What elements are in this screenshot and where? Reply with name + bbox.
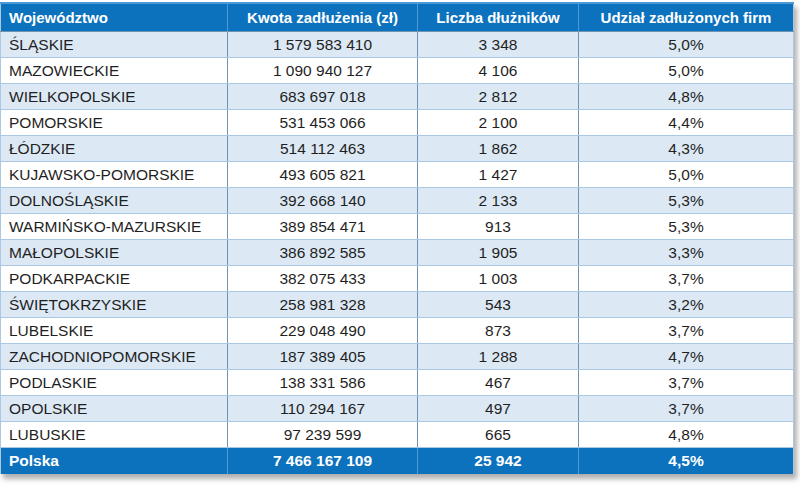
column-header-debt-amount: Kwota zadłużenia (zł) [228, 3, 418, 32]
debt-share-cell: 3,3% [579, 240, 794, 266]
voivodeship-cell: OPOLSKIE [1, 396, 228, 422]
debt-share-cell: 4,7% [579, 344, 794, 370]
debtor-count-cell: 467 [418, 370, 579, 396]
table-header: Województwo Kwota zadłużenia (zł) Liczba… [1, 3, 794, 32]
debt-share-cell: 3,7% [579, 318, 794, 344]
column-header-voivodeship: Województwo [1, 3, 228, 32]
voivodeship-cell: DOLNOŚLĄSKIE [1, 188, 228, 214]
debt-amount-cell: 493 605 821 [228, 162, 418, 188]
total-row: Polska 7 466 167 109 25 942 4,5% [1, 448, 794, 475]
debt-share-cell: 3,7% [579, 266, 794, 292]
debt-amount-cell: 389 854 471 [228, 214, 418, 240]
debt-amount-cell: 258 981 328 [228, 292, 418, 318]
column-header-debtor-count: Liczba dłużników [418, 3, 579, 32]
debt-table: Województwo Kwota zadłużenia (zł) Liczba… [0, 2, 794, 474]
table-body: ŚLĄSKIE1 579 583 4103 3485,0%MAZOWIECKIE… [1, 32, 794, 448]
debt-amount-cell: 531 453 066 [228, 110, 418, 136]
debt-share-cell: 3,2% [579, 292, 794, 318]
total-label-cell: Polska [1, 448, 228, 475]
debt-share-cell: 3,7% [579, 370, 794, 396]
debtor-count-cell: 1 427 [418, 162, 579, 188]
debtor-count-cell: 1 003 [418, 266, 579, 292]
debt-amount-cell: 110 294 167 [228, 396, 418, 422]
table-row: ŚLĄSKIE1 579 583 4103 3485,0% [1, 32, 794, 58]
debt-amount-cell: 386 892 585 [228, 240, 418, 266]
table-row: WIELKOPOLSKIE683 697 0182 8124,8% [1, 84, 794, 110]
debt-amount-cell: 1 090 940 127 [228, 58, 418, 84]
debt-amount-cell: 97 239 599 [228, 422, 418, 448]
debt-share-cell: 3,7% [579, 396, 794, 422]
table-row: KUJAWSKO-POMORSKIE493 605 8211 4275,0% [1, 162, 794, 188]
table-row: POMORSKIE531 453 0662 1004,4% [1, 110, 794, 136]
debt-share-cell: 5,3% [579, 188, 794, 214]
voivodeship-cell: LUBELSKIE [1, 318, 228, 344]
voivodeship-cell: WIELKOPOLSKIE [1, 84, 228, 110]
debt-share-cell: 4,3% [579, 136, 794, 162]
debt-amount-cell: 1 579 583 410 [228, 32, 418, 58]
debtor-count-cell: 4 106 [418, 58, 579, 84]
debt-share-cell: 4,4% [579, 110, 794, 136]
debt-share-cell: 4,8% [579, 422, 794, 448]
debtor-count-cell: 873 [418, 318, 579, 344]
debt-share-cell: 5,0% [579, 32, 794, 58]
voivodeship-cell: MAZOWIECKIE [1, 58, 228, 84]
total-debtor-count-cell: 25 942 [418, 448, 579, 475]
voivodeship-cell: ŚWIĘTOKRZYSKIE [1, 292, 228, 318]
debt-amount-cell: 683 697 018 [228, 84, 418, 110]
debtor-count-cell: 665 [418, 422, 579, 448]
table-row: MAŁOPOLSKIE386 892 5851 9053,3% [1, 240, 794, 266]
debt-amount-cell: 382 075 433 [228, 266, 418, 292]
table-row: DOLNOŚLĄSKIE392 668 1402 1335,3% [1, 188, 794, 214]
table-row: PODLASKIE138 331 5864673,7% [1, 370, 794, 396]
table-row: OPOLSKIE110 294 1674973,7% [1, 396, 794, 422]
voivodeship-cell: ŚLĄSKIE [1, 32, 228, 58]
debt-amount-cell: 392 668 140 [228, 188, 418, 214]
voivodeship-cell: WARMIŃSKO-MAZURSKIE [1, 214, 228, 240]
debtor-count-cell: 2 100 [418, 110, 579, 136]
table-row: LUBELSKIE229 048 4908733,7% [1, 318, 794, 344]
table-header-row: Województwo Kwota zadłużenia (zł) Liczba… [1, 3, 794, 32]
debt-share-cell: 5,0% [579, 58, 794, 84]
debt-share-cell: 4,8% [579, 84, 794, 110]
voivodeship-cell: ZACHODNIOPOMORSKIE [1, 344, 228, 370]
column-header-debt-share: Udział zadłużonych firm [579, 3, 794, 32]
table-row: ŁÓDZKIE514 112 4631 8624,3% [1, 136, 794, 162]
debtor-count-cell: 1 288 [418, 344, 579, 370]
debtor-count-cell: 543 [418, 292, 579, 318]
debt-amount-cell: 187 389 405 [228, 344, 418, 370]
voivodeship-cell: KUJAWSKO-POMORSKIE [1, 162, 228, 188]
page: Województwo Kwota zadłużenia (zł) Liczba… [0, 0, 800, 489]
table-footer: Polska 7 466 167 109 25 942 4,5% [1, 448, 794, 475]
table-row: ŚWIĘTOKRZYSKIE258 981 3285433,2% [1, 292, 794, 318]
debtor-count-cell: 1 905 [418, 240, 579, 266]
voivodeship-cell: PODKARPACKIE [1, 266, 228, 292]
debt-amount-cell: 138 331 586 [228, 370, 418, 396]
debtor-count-cell: 913 [418, 214, 579, 240]
table-row: ZACHODNIOPOMORSKIE187 389 4051 2884,7% [1, 344, 794, 370]
voivodeship-cell: POMORSKIE [1, 110, 228, 136]
debt-amount-cell: 514 112 463 [228, 136, 418, 162]
debt-share-cell: 5,3% [579, 214, 794, 240]
total-debt-amount-cell: 7 466 167 109 [228, 448, 418, 475]
debtor-count-cell: 497 [418, 396, 579, 422]
debtor-count-cell: 2 133 [418, 188, 579, 214]
table-row: LUBUSKIE97 239 5996654,8% [1, 422, 794, 448]
voivodeship-cell: ŁÓDZKIE [1, 136, 228, 162]
voivodeship-cell: LUBUSKIE [1, 422, 228, 448]
debtor-count-cell: 3 348 [418, 32, 579, 58]
debt-share-cell: 5,0% [579, 162, 794, 188]
total-debt-share-cell: 4,5% [579, 448, 794, 475]
table-row: MAZOWIECKIE1 090 940 1274 1065,0% [1, 58, 794, 84]
table-row: PODKARPACKIE382 075 4331 0033,7% [1, 266, 794, 292]
voivodeship-cell: PODLASKIE [1, 370, 228, 396]
table-row: WARMIŃSKO-MAZURSKIE389 854 4719135,3% [1, 214, 794, 240]
debt-amount-cell: 229 048 490 [228, 318, 418, 344]
voivodeship-cell: MAŁOPOLSKIE [1, 240, 228, 266]
debtor-count-cell: 2 812 [418, 84, 579, 110]
debtor-count-cell: 1 862 [418, 136, 579, 162]
